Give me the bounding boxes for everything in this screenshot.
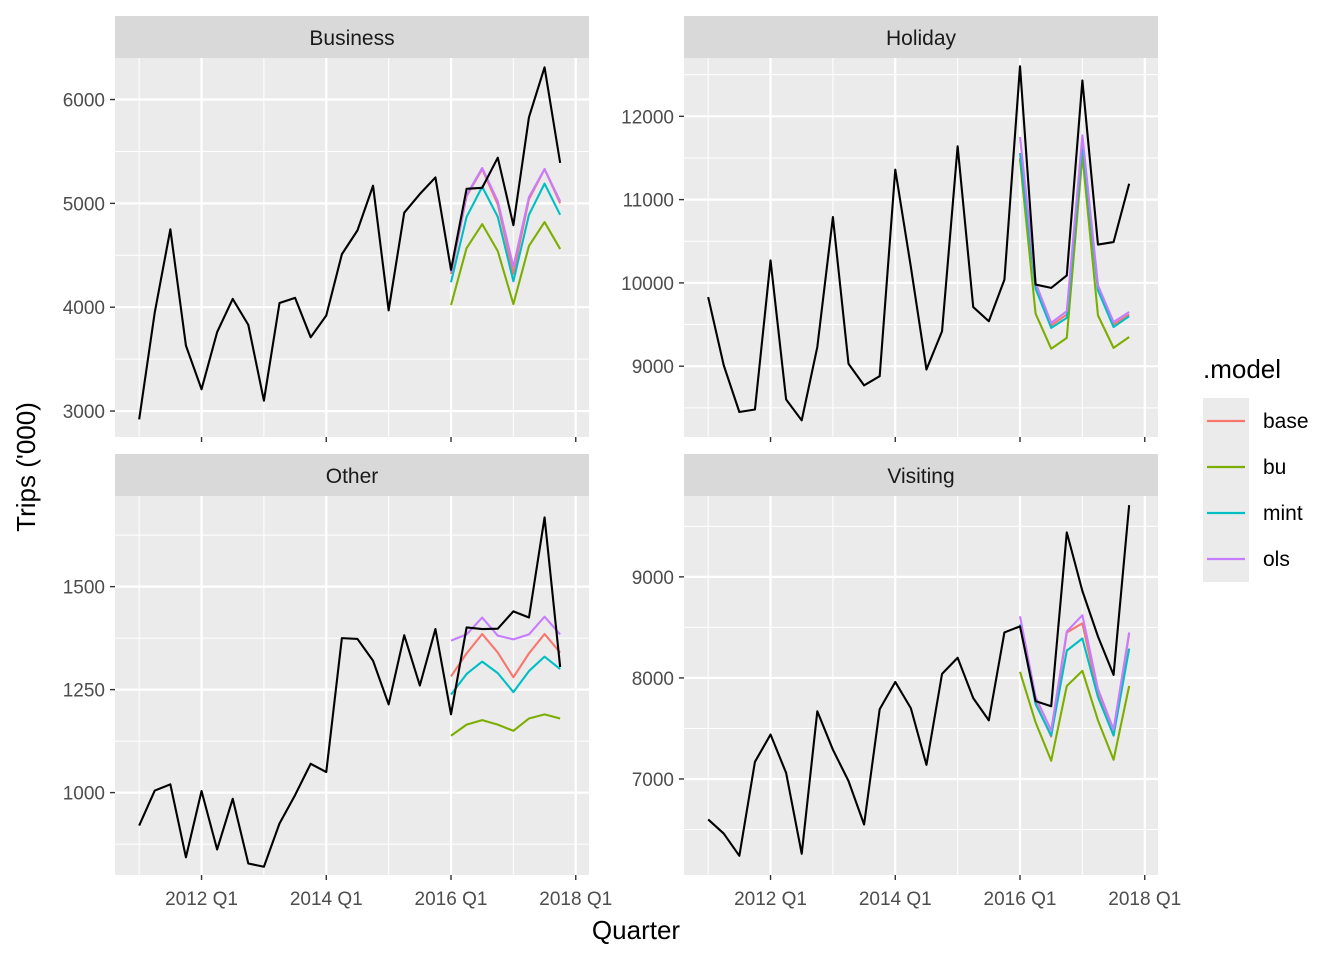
series-actual-line (138, 516, 562, 868)
y-tick-label: 11000 (623, 191, 674, 212)
legend-title: .model (1203, 354, 1281, 384)
x-tick-label: 2014 Q1 (859, 889, 932, 910)
legend: .model base bu mint ols (1203, 354, 1309, 582)
series-ols-line (1018, 134, 1130, 324)
panel-background (684, 496, 1158, 875)
x-tick-label: 2018 Q1 (1108, 889, 1181, 910)
facet-strip-label: Other (326, 465, 379, 488)
x-tick-label: 2018 Q1 (539, 889, 612, 910)
legend-label: ols (1263, 548, 1290, 571)
legend-item-ols: ols (1203, 536, 1290, 582)
panel-background (115, 496, 589, 875)
x-axis-title: Quarter (592, 915, 680, 945)
series-ols-line (449, 167, 562, 273)
y-tick-label: 7000 (632, 770, 674, 791)
series-actual-line (138, 66, 562, 420)
legend-label: base (1263, 410, 1309, 433)
y-tick-label: 3000 (63, 402, 105, 423)
series-bu-line (1018, 154, 1130, 350)
series-actual-line (707, 505, 1131, 857)
panel-business: Business 3000 4000 5000 6000 (63, 16, 589, 442)
y-tick-label: 9000 (632, 568, 674, 589)
panel-visiting: Visiting 7000 8000 9000 2012 Q1 2014 Q1 2016 Q… (632, 454, 1181, 910)
series-actual-line (707, 65, 1131, 422)
y-tick-label: 5000 (63, 194, 105, 215)
facet-strip (684, 16, 1158, 58)
y-tick-label: 9000 (632, 357, 674, 378)
facet-strip-label: Business (309, 27, 394, 50)
series-bu-line (449, 221, 562, 306)
y-tick-label: 1000 (63, 784, 105, 805)
panel-other: Other 1000 1250 1500 2012 Q1 2014 Q1 2016 Q1 20… (63, 454, 612, 910)
series-bu-line (1019, 669, 1131, 762)
series-mint-line (449, 182, 562, 283)
y-tick-label: 10000 (621, 274, 674, 295)
series-bu-line (450, 713, 561, 737)
legend-item-base: base (1203, 398, 1309, 444)
facet-strip (115, 454, 589, 496)
y-tick-label: 1250 (63, 681, 105, 702)
x-tick-label: 2012 Q1 (734, 889, 807, 910)
x-tick-label: 2014 Q1 (290, 889, 363, 910)
y-tick-label: 4000 (63, 298, 105, 319)
y-axis-title: Trips ('000) (11, 402, 41, 532)
facet-strip (115, 16, 589, 58)
panel-background (115, 58, 589, 437)
legend-label: bu (1263, 456, 1286, 479)
facet-strip-label: Holiday (886, 27, 957, 50)
x-tick-label: 2012 Q1 (165, 889, 238, 910)
x-tick-label: 2016 Q1 (415, 889, 488, 910)
y-tick-label: 8000 (632, 669, 674, 690)
legend-item-bu: bu (1203, 444, 1286, 490)
facet-strip (684, 454, 1158, 496)
panel-holiday: Holiday 9000 10000 11000 12000 (621, 16, 1158, 442)
legend-item-mint: mint (1203, 490, 1303, 536)
series-mint-line (1018, 624, 1131, 737)
series-base-line (450, 632, 561, 679)
panel-background (684, 58, 1158, 437)
y-tick-label: 1500 (63, 578, 105, 599)
legend-label: mint (1263, 502, 1303, 525)
series-mint-line (450, 655, 561, 696)
facet-strip-label: Visiting (887, 465, 954, 488)
panels-layer: Business 3000 4000 5000 6000 Holiday 9000 10000… (63, 16, 1181, 910)
y-tick-label: 12000 (621, 107, 674, 128)
series-ols-line (450, 615, 561, 642)
x-tick-label: 2016 Q1 (984, 889, 1057, 910)
y-tick-label: 6000 (63, 91, 105, 112)
